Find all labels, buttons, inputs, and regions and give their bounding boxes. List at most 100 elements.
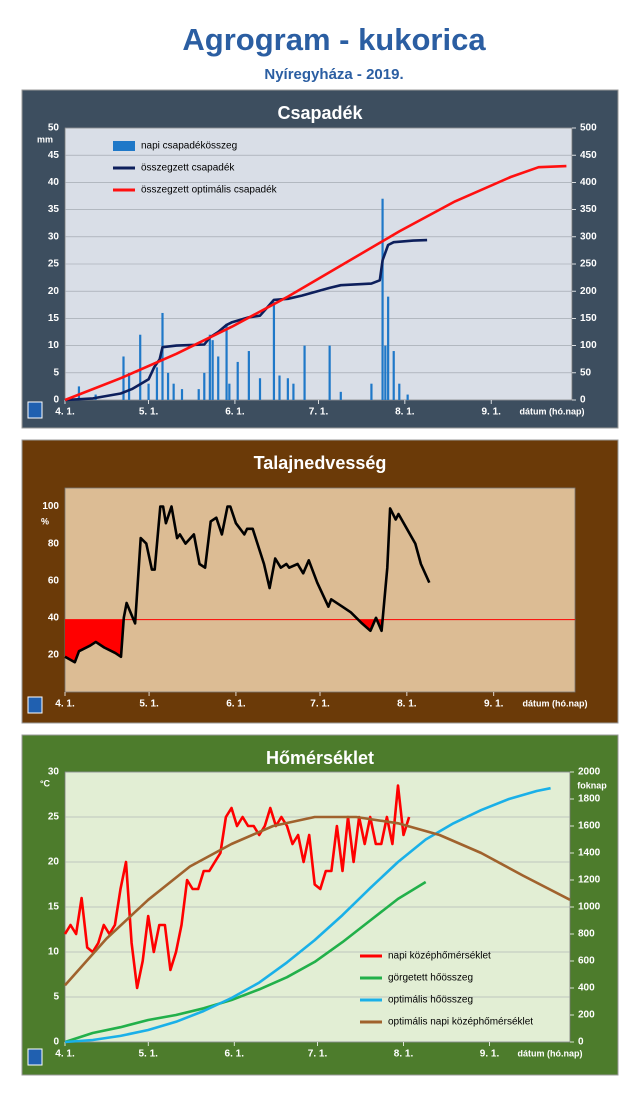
y2-tick-label: 2000 <box>578 767 601 778</box>
y2-tick-label: 0 <box>580 395 586 406</box>
precip-bar <box>180 389 184 400</box>
precip-bar <box>247 351 250 400</box>
y-tick-label: 25 <box>48 812 60 823</box>
y-tick-label: 50 <box>48 123 60 134</box>
y-tick-label: 20 <box>48 857 60 868</box>
y-tick-label: 80 <box>48 538 60 549</box>
y-tick-label: 0 <box>53 395 59 406</box>
precip-bar <box>398 383 401 400</box>
precip-bar <box>155 367 159 400</box>
y-tick-label: 40 <box>48 177 60 188</box>
precip-bar <box>278 375 281 400</box>
y-tick-label: 30 <box>48 767 60 778</box>
y-tick-label: 60 <box>48 575 60 586</box>
y2-tick-label: 1600 <box>578 821 601 832</box>
precip-bar <box>272 302 276 400</box>
x-tick-label: 4. 1. <box>55 1049 75 1060</box>
deficit-area <box>65 619 430 663</box>
y2-tick-label: 350 <box>580 204 597 215</box>
precip-bar <box>370 383 373 400</box>
x-tick-label: 5. 1. <box>139 1049 159 1060</box>
logo <box>27 696 43 714</box>
y2-tick-label: 600 <box>578 956 595 967</box>
y-tick-label: 0 <box>53 1037 59 1048</box>
y2-tick-label: 450 <box>580 150 597 161</box>
x-axis-label: dátum (hó.nap) <box>518 1048 583 1058</box>
precip-bar <box>392 351 395 400</box>
precip-bar <box>208 334 211 400</box>
precip-bar <box>339 391 342 400</box>
precip-bar <box>166 372 170 400</box>
y-tick-label: 100 <box>42 501 59 512</box>
precip-bar <box>139 334 142 400</box>
precip-bar <box>328 345 331 400</box>
x-tick-label: 6. 1. <box>225 407 245 418</box>
x-tick-label: 7. 1. <box>309 407 329 418</box>
precip-bar <box>172 383 175 400</box>
precip-bar <box>387 296 390 400</box>
y-tick-label: 10 <box>48 340 60 351</box>
logo <box>27 1048 43 1066</box>
x-tick-label: 4. 1. <box>55 699 75 710</box>
y-tick-label: 45 <box>48 150 60 161</box>
panel-title: Talajnedvesség <box>254 453 387 473</box>
y-tick-label: 5 <box>53 367 59 378</box>
y2-tick-label: 1800 <box>578 794 601 805</box>
y2-tick-label: 1000 <box>578 902 601 913</box>
y-axis-label: % <box>41 516 49 526</box>
precip-bar <box>384 345 387 400</box>
panel-title: Hőmérséklet <box>266 748 374 768</box>
page-subtitle: Nyíregyháza - 2019. <box>264 66 403 83</box>
precip-bar <box>236 361 239 400</box>
y-tick-label: 40 <box>48 612 60 623</box>
precip-bar <box>161 312 164 400</box>
precip-bar <box>203 372 206 400</box>
series-line <box>64 880 427 1044</box>
y2-tick-label: 800 <box>578 929 595 940</box>
precip-bar <box>292 383 295 400</box>
series-line <box>64 238 428 402</box>
y2-tick-label: 500 <box>580 123 597 134</box>
y2-tick-label: 50 <box>580 367 592 378</box>
x-tick-label: 9. 1. <box>480 1049 500 1060</box>
precip-bar <box>303 345 306 400</box>
series-line <box>64 815 571 987</box>
series-line <box>64 164 567 402</box>
x-tick-label: 6. 1. <box>226 699 246 710</box>
y2-tick-label: 1200 <box>578 875 601 886</box>
y-tick-label: 15 <box>48 313 60 324</box>
x-tick-label: 4. 1. <box>55 407 75 418</box>
y-tick-label: 20 <box>48 650 60 661</box>
legend-label: optimális hőösszeg <box>388 995 473 1006</box>
y2-tick-label: 400 <box>580 177 597 188</box>
legend-label: optimális napi középhőmérséklet <box>388 1017 533 1028</box>
logo <box>27 401 43 419</box>
y-tick-label: 15 <box>48 902 60 913</box>
series-line <box>63 784 411 990</box>
precip-bar <box>217 356 220 400</box>
page-title: Agrogram - kukorica <box>182 22 486 57</box>
y2-tick-label: 300 <box>580 231 597 242</box>
y2-tick-label: 400 <box>578 983 595 994</box>
x-tick-label: 6. 1. <box>225 1049 245 1060</box>
y-tick-label: 10 <box>48 947 60 958</box>
series-line <box>64 786 551 1044</box>
x-axis-label: dátum (hó.nap) <box>520 406 585 416</box>
precip-bar <box>381 198 384 400</box>
y2-tick-label: 1400 <box>578 848 601 859</box>
legend-label: napi középhőmérséklet <box>388 951 491 962</box>
legend-swatch <box>113 141 135 151</box>
precip-bar <box>225 323 228 400</box>
legend-label: összegzett optimális csapadék <box>141 185 278 196</box>
y-axis-label: mm <box>37 134 53 144</box>
x-tick-label: 8. 1. <box>395 407 415 418</box>
precip-bar <box>197 389 200 400</box>
y2-tick-label: 200 <box>580 286 597 297</box>
precip-bar <box>127 372 131 400</box>
y-tick-label: 35 <box>48 204 60 215</box>
panel-title: Csapadék <box>277 103 363 123</box>
precip-bar <box>228 383 231 400</box>
legend-label: összegzett csapadék <box>141 163 235 174</box>
y2-tick-label: 200 <box>578 1010 595 1021</box>
